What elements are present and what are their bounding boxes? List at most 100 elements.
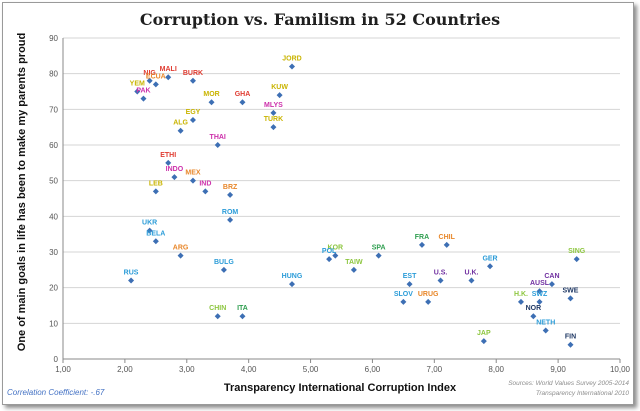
data-point	[375, 252, 382, 259]
data-point	[517, 298, 524, 305]
data-point	[567, 295, 574, 302]
point-label: GHA	[235, 91, 251, 98]
point-label: GER	[482, 255, 497, 262]
data-point	[270, 109, 277, 116]
data-point	[406, 281, 413, 288]
data-point	[536, 288, 543, 295]
point-label: CAN	[544, 273, 559, 280]
point-label: ARG	[173, 245, 189, 252]
data-point	[288, 63, 295, 70]
x-tick-label: 9,00	[550, 365, 566, 374]
data-point	[165, 74, 172, 81]
data-point	[152, 81, 159, 88]
y-tick-labels: 0 10 20 30 40 50 60 70 80 90	[49, 34, 58, 364]
point-label: CHIL	[439, 234, 456, 241]
point-label: MOR	[203, 91, 219, 98]
point-label: ECUA	[146, 73, 166, 80]
data-point	[425, 298, 432, 305]
point-label: JORD	[282, 56, 301, 63]
data-point	[567, 341, 574, 348]
x-tick-label: 6,00	[365, 365, 381, 374]
x-tick-label: 5,00	[303, 365, 319, 374]
data-point	[536, 298, 543, 305]
point-label: INDO	[166, 166, 184, 173]
y-tick-label: 10	[49, 319, 58, 328]
point-label: HUNG	[282, 273, 303, 280]
y-tick-label: 40	[49, 212, 58, 221]
point-label: EGY	[186, 109, 201, 116]
x-tick-label: 7,00	[427, 365, 443, 374]
data-point	[227, 191, 234, 198]
data-point	[400, 298, 407, 305]
data-point	[326, 256, 333, 263]
x-tick-label: 10,00	[610, 365, 631, 374]
point-label: THAI	[210, 134, 226, 141]
data-point	[214, 313, 221, 320]
data-point	[437, 277, 444, 284]
data-point	[171, 174, 178, 181]
y-tick-label: 50	[49, 177, 58, 186]
point-label: ROM	[222, 209, 239, 216]
x-tick-label: 3,00	[179, 365, 195, 374]
correlation-note: Correlation Coefficient: -.67	[7, 388, 105, 397]
data-point	[332, 252, 339, 259]
data-point	[270, 124, 277, 131]
grid-lines	[62, 37, 621, 363]
point-label: SPA	[372, 245, 386, 252]
data-point	[152, 188, 159, 195]
point-label: MEX	[185, 170, 201, 177]
data-point	[468, 277, 475, 284]
point-label: ALG	[173, 120, 188, 127]
data-point	[177, 252, 184, 259]
data-point	[189, 177, 196, 184]
point-label: NETH	[536, 319, 555, 326]
data-point	[189, 117, 196, 124]
point-label: MALI	[160, 66, 177, 73]
scatter-chart: Corruption vs. Familism in 52 Countries …	[7, 10, 631, 397]
point-label: SLOV	[394, 291, 413, 298]
point-label: MLYS	[264, 102, 283, 109]
data-point	[177, 127, 184, 134]
data-point	[152, 238, 159, 245]
point-label: TURK	[264, 116, 283, 123]
data-point	[542, 327, 549, 334]
point-label: BULG	[214, 259, 234, 266]
point-label: BURK	[183, 70, 203, 77]
point-label: IND	[199, 180, 211, 187]
point-label: YEM	[130, 81, 145, 88]
y-axis-title: One of main goals in life has been to ma…	[16, 33, 28, 351]
data-point	[530, 313, 537, 320]
point-label: SING	[568, 248, 586, 255]
point-label: ITA	[237, 305, 248, 312]
point-label: FRA	[415, 234, 429, 241]
data-point	[189, 77, 196, 84]
point-label: EST	[403, 273, 417, 280]
data-point	[288, 281, 295, 288]
data-point	[146, 77, 153, 84]
data-point	[214, 142, 221, 148]
point-label: KUW	[271, 84, 288, 91]
point-label: U.K.	[464, 270, 478, 277]
point-label: SWE	[563, 287, 579, 294]
point-label: BELA	[146, 230, 165, 237]
x-tick-label: 8,00	[488, 365, 504, 374]
data-point	[208, 99, 215, 106]
source-line-2: Transparency International 2010	[536, 390, 629, 397]
data-point	[239, 99, 246, 106]
data-point	[128, 277, 135, 284]
data-point	[276, 92, 283, 99]
point-label: LEB	[149, 180, 163, 187]
data-point	[202, 188, 209, 195]
point-label: TAIW	[345, 259, 363, 266]
x-tick-label: 4,00	[241, 365, 257, 374]
y-tick-label: 90	[49, 34, 58, 43]
data-point	[220, 266, 227, 273]
x-tick-labels: 1,00 2,00 3,00 4,00 5,00 6,00 7,00 8,00 9,00 10,0…	[55, 365, 630, 374]
data-point	[140, 95, 147, 102]
data-point	[480, 338, 487, 345]
point-label: NOR	[526, 305, 542, 312]
point-label: RUS	[124, 270, 139, 277]
data-point	[146, 227, 153, 234]
data-point	[134, 88, 141, 95]
point-label: BRZ	[223, 184, 238, 191]
